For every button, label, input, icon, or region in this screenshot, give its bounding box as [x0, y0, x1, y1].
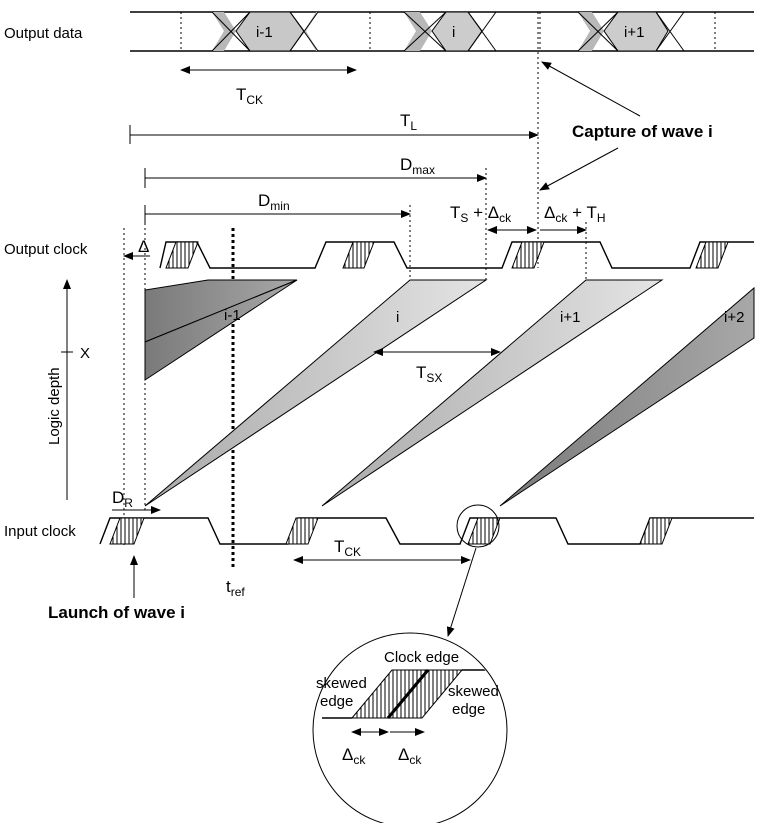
output-clock-skew-3 [695, 241, 729, 269]
logic-depth-label: Logic depth [46, 367, 63, 445]
tl-label: TL [400, 111, 417, 133]
output-clock-skew-2 [511, 241, 545, 269]
zoom-source-circle [456, 504, 500, 548]
data-wave-i-label: i [452, 24, 455, 41]
wave-i-region [144, 279, 488, 507]
input-clock-label: Input clock [4, 523, 76, 540]
input-clock-skew-2 [467, 517, 501, 545]
input-clock-waveform [99, 517, 754, 545]
input-clock-skew-3 [639, 517, 673, 545]
magnified-clock-edge [312, 632, 508, 823]
clock-edge-label: Clock edge [384, 649, 459, 666]
tck-bottom-label: TCK [334, 537, 361, 559]
wave-i-plus-2-label: i+2 [724, 309, 744, 326]
capture-pointer-1 [541, 61, 641, 117]
wave-i-label: i [396, 309, 399, 326]
capture-label: Capture of wave i [572, 122, 713, 141]
input-clock-skew-0 [109, 517, 145, 545]
dck-plus-th-label: Δck + TH [544, 203, 606, 225]
tck-top-label: TCK [236, 85, 263, 107]
skewed-edge-left-line2: edge [320, 693, 353, 710]
launch-label: Launch of wave i [48, 603, 185, 622]
skewed-edge-left-line1: skewed [316, 675, 367, 692]
capture-pointer-2 [539, 147, 619, 191]
dck-left-label: Δck [342, 745, 366, 767]
dmin-label: Dmin [258, 191, 290, 213]
wave-i-plus-2-region [499, 286, 755, 507]
data-region-i [404, 12, 432, 51]
output-data-bus [130, 11, 754, 52]
zoom-pointer [446, 547, 477, 637]
output-clock-label: Output clock [4, 241, 88, 258]
data-region-i-plus-1 [578, 12, 604, 51]
tref-label: tref [226, 577, 245, 599]
output-clock-skew-0 [165, 241, 199, 269]
data-wave-i-plus-1-label: i+1 [624, 24, 644, 41]
dr-label: DR [112, 488, 133, 510]
skewed-edge-right-line1: skewed [448, 683, 499, 700]
input-clock-skew-1 [285, 517, 319, 545]
wave-i-plus-1-region [321, 279, 664, 507]
wave-i-minus-1-label: i-1 [224, 307, 241, 324]
delta-label: Δ [138, 237, 149, 256]
skewed-edge-right-line2: edge [452, 701, 485, 718]
x-marker-label: X [80, 345, 90, 362]
data-wave-i-minus-1-label: i-1 [256, 24, 273, 41]
ts-plus-dck-label: TS + Δck [450, 203, 512, 225]
output-clock-waveform [159, 241, 754, 269]
dmax-label: Dmax [400, 155, 435, 177]
tsx-label: TSX [416, 363, 442, 385]
output-data-label: Output data [4, 25, 83, 42]
dck-right-label: Δck [398, 745, 422, 767]
data-eye-i-minus-1 [212, 12, 236, 51]
wave-i-plus-1-label: i+1 [560, 309, 580, 326]
output-clock-skew-1 [342, 241, 375, 269]
